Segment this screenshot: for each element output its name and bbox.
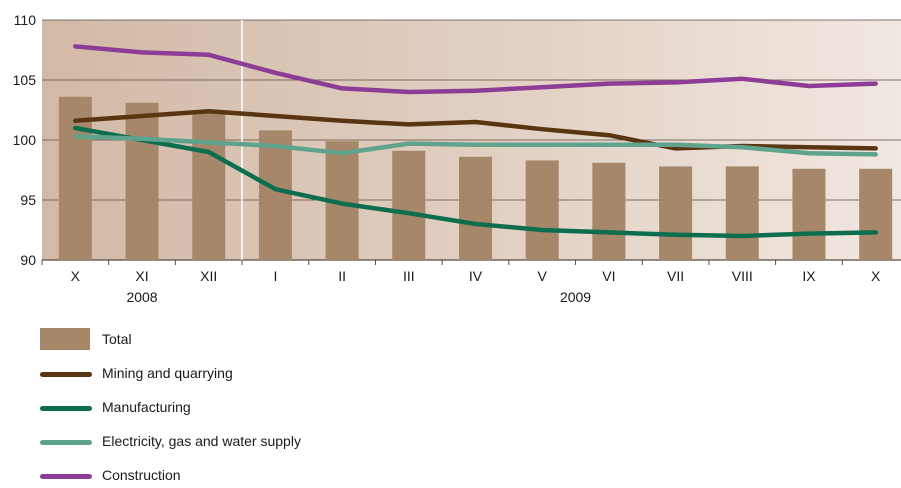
legend-item-mining: Mining and quarrying bbox=[40, 362, 460, 386]
legend-item-electricity: Electricity, gas and water supply bbox=[40, 430, 460, 454]
series-line bbox=[73, 125, 878, 239]
legend-swatch-construction bbox=[40, 474, 92, 479]
x-tick-label: XII bbox=[200, 268, 217, 284]
bar-total bbox=[125, 102, 159, 260]
y-tick-label: 110 bbox=[14, 12, 37, 28]
y-tick-label: 95 bbox=[20, 192, 36, 208]
y-tick-label: 90 bbox=[20, 252, 36, 268]
year-label: 2009 bbox=[560, 289, 591, 305]
bar-total bbox=[859, 168, 893, 260]
x-tick-label: X bbox=[71, 268, 81, 284]
legend-swatch-electricity bbox=[40, 440, 92, 445]
legend-item-manufacturing: Manufacturing bbox=[40, 396, 460, 420]
legend-swatch-total bbox=[40, 328, 90, 350]
x-tick-label: VIII bbox=[732, 268, 753, 284]
bar-total bbox=[459, 156, 492, 260]
legend-label-mining: Mining and quarrying bbox=[102, 365, 233, 381]
bar-total bbox=[659, 166, 693, 260]
y-tick-label: 100 bbox=[13, 132, 37, 148]
legend-label-total: Total bbox=[102, 331, 132, 347]
x-tick-label: VI bbox=[602, 268, 615, 284]
series-lines bbox=[73, 44, 878, 239]
legend-swatch-manufacturing bbox=[40, 406, 92, 411]
legend-swatch-mining bbox=[40, 372, 92, 377]
year-label: 2008 bbox=[126, 289, 157, 305]
bars-total bbox=[58, 96, 893, 260]
y-tick-label: 105 bbox=[13, 72, 37, 88]
x-tick-label: I bbox=[273, 268, 277, 284]
y-axis: 90 95 100 105 110 bbox=[13, 12, 37, 268]
bar-total bbox=[258, 130, 292, 260]
x-tick-label: III bbox=[403, 268, 415, 284]
x-tick-label: IV bbox=[469, 268, 483, 284]
x-tick-label: II bbox=[338, 268, 346, 284]
legend-item-total: Total bbox=[40, 328, 460, 352]
bar-total bbox=[192, 110, 226, 260]
bar-total bbox=[392, 150, 426, 260]
x-tick-label: XI bbox=[135, 268, 148, 284]
legend-label-electricity: Electricity, gas and water supply bbox=[102, 433, 301, 449]
x-tick-label: IX bbox=[802, 268, 816, 284]
series-line bbox=[73, 134, 878, 157]
bar-total bbox=[792, 168, 826, 260]
legend-label-construction: Construction bbox=[102, 467, 181, 483]
series-line bbox=[73, 44, 878, 95]
x-tick-label: X bbox=[871, 268, 881, 284]
bar-total bbox=[525, 160, 559, 260]
legend-label-manufacturing: Manufacturing bbox=[102, 399, 191, 415]
bar-total bbox=[58, 96, 92, 260]
x-tick-label: V bbox=[538, 268, 548, 284]
x-tick-label: VII bbox=[667, 268, 684, 284]
bar-total bbox=[725, 166, 759, 260]
bar-total bbox=[592, 162, 626, 260]
legend-item-construction: Construction bbox=[40, 464, 460, 488]
